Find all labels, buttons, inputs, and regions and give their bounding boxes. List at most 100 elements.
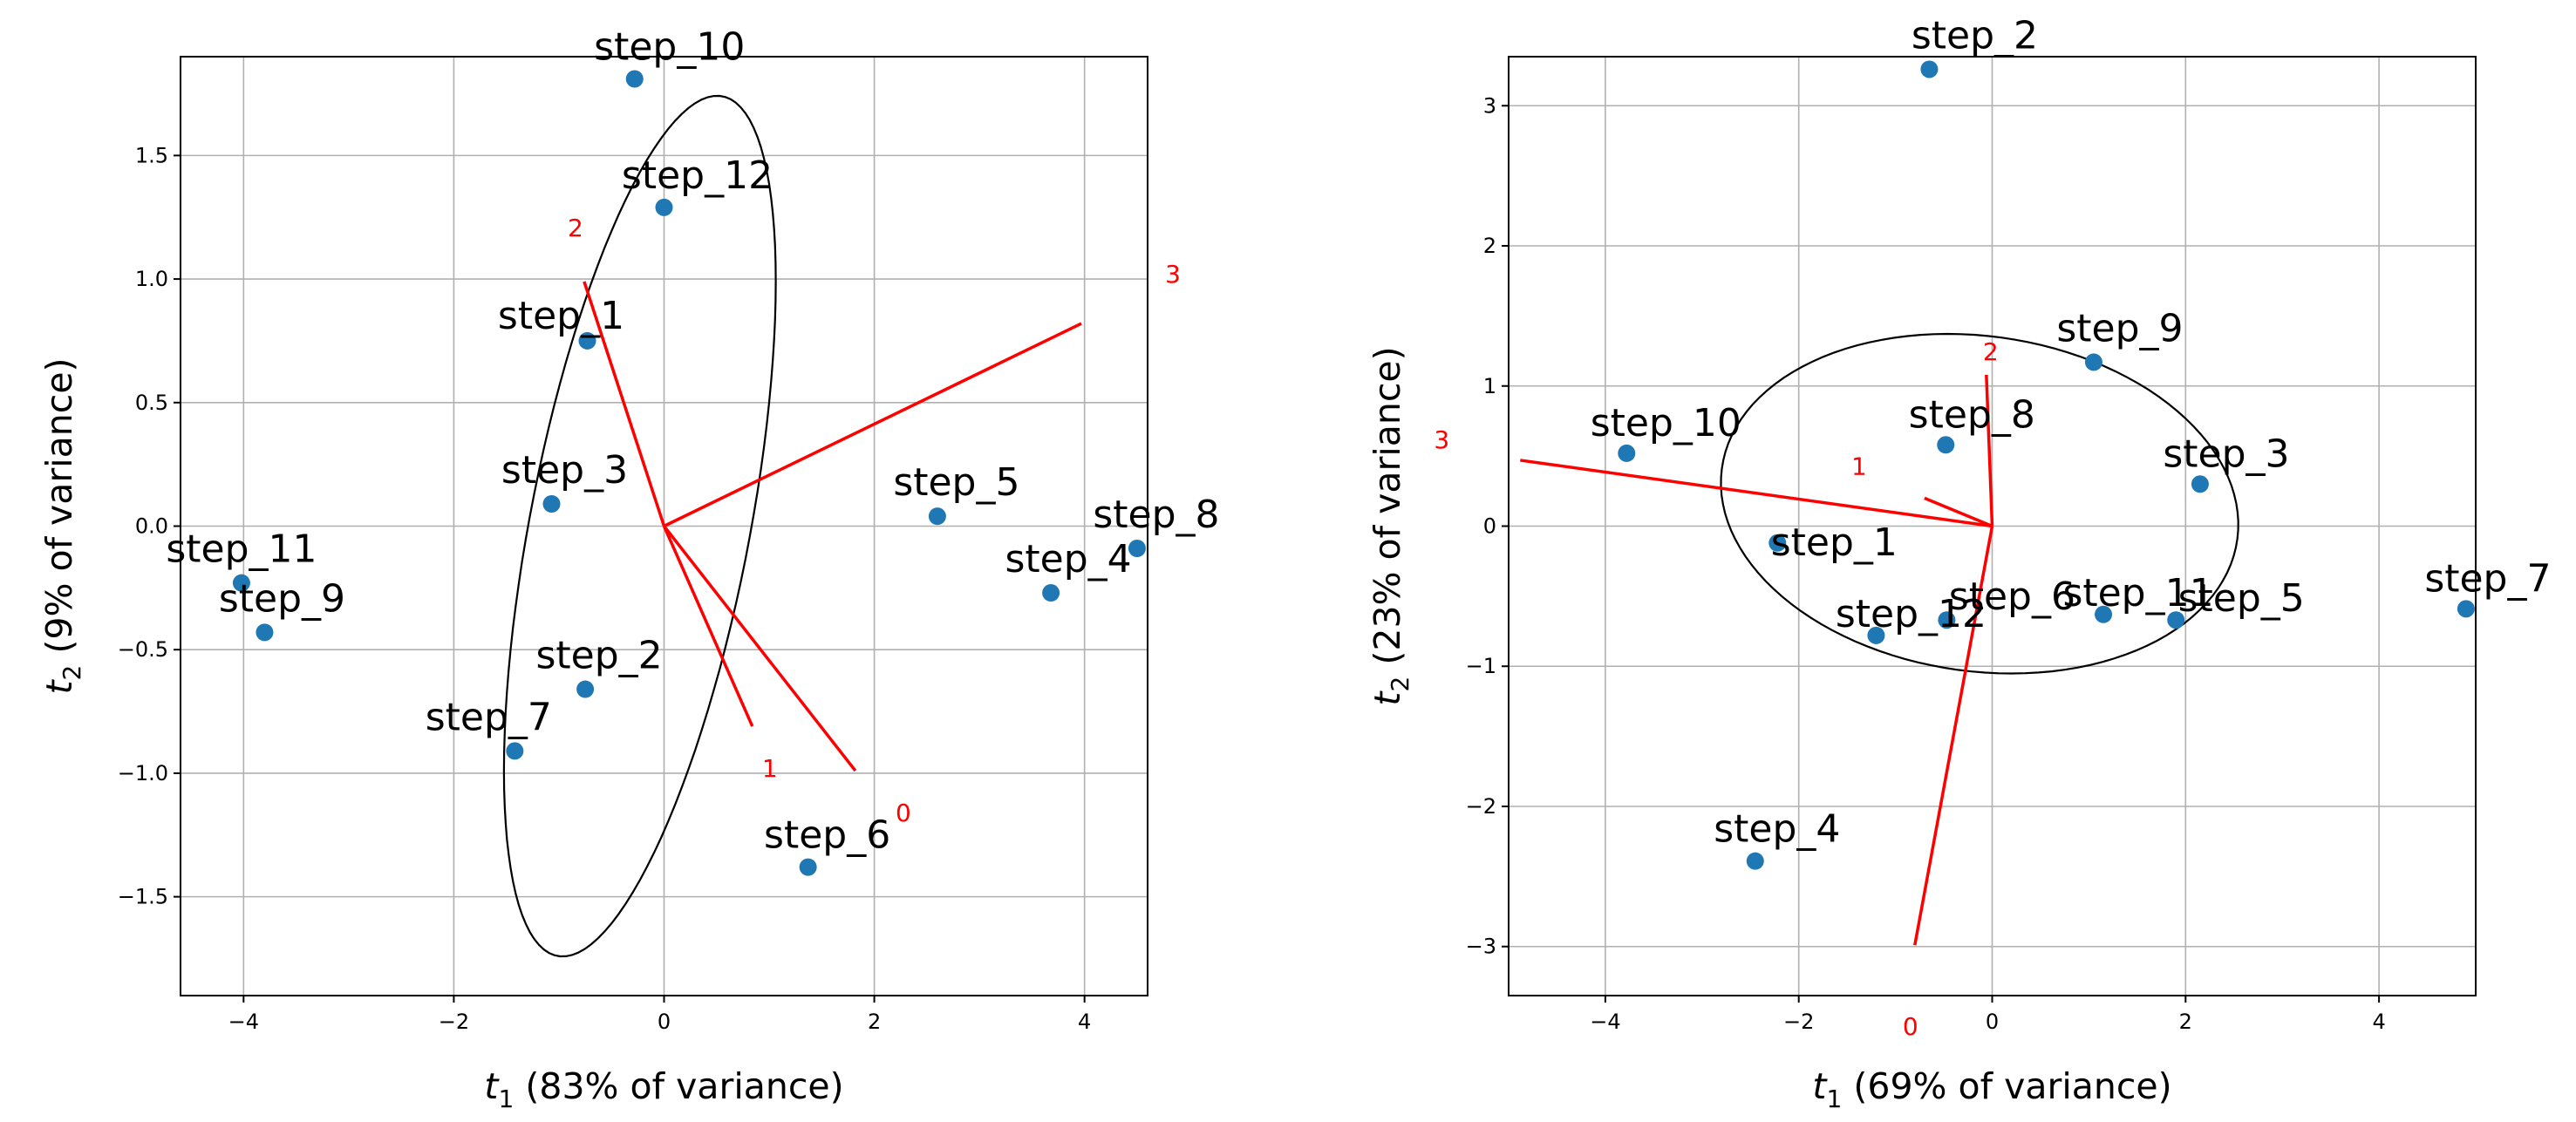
y-axis-label-subscript: 2	[1386, 677, 1414, 692]
point-label-step_9: step_9	[2056, 306, 2183, 350]
point-label-step_10: step_10	[1591, 401, 1741, 445]
data-point-step_9	[2084, 353, 2102, 371]
data-point-step_6	[1938, 611, 1956, 629]
y-tick-label: 0.0	[135, 514, 168, 539]
loading-vector-3	[663, 322, 1082, 528]
data-point-step_3	[2191, 475, 2209, 493]
data-point-step_9	[256, 623, 274, 642]
point-label-step_2: step_2	[1912, 13, 2038, 58]
data-point-step_1	[1768, 534, 1787, 552]
data-point-step_6	[799, 858, 817, 876]
y-axis-label-text: (23% of variance)	[1366, 346, 1408, 676]
point-label-step_5: step_5	[893, 460, 1019, 505]
right-scatter-panel: 0 1 2 3 step_2 step_9 step_10 step_8 step_3 step_…	[1366, 13, 2551, 1113]
data-point-step_8	[1128, 540, 1146, 558]
data-point-step_4	[1042, 584, 1060, 602]
y-tick-label: 0.5	[135, 391, 168, 415]
point-label-step_1: step_1	[498, 294, 624, 338]
loading-label-2: 2	[1983, 337, 1999, 366]
x-tick-label: −2	[1783, 1010, 1814, 1034]
y-axis-label: t2 (23% of variance)	[1366, 346, 1414, 705]
y-tick-label: −1	[1466, 654, 1496, 678]
y-tick-label: −2	[1466, 794, 1496, 819]
data-point-step_4	[1746, 852, 1764, 870]
y-tick-label: −1.0	[118, 761, 168, 785]
y-tick-label: 3	[1483, 93, 1496, 118]
y-tick-label: 1.5	[135, 143, 168, 167]
x-tick-label: 2	[2179, 1010, 2192, 1034]
data-point-step_2	[576, 680, 595, 698]
x-axis-label-symbol: t	[1812, 1065, 1828, 1107]
x-tick-label: 0	[658, 1010, 671, 1034]
confidence-ellipse	[502, 94, 777, 958]
point-label-step_9: step_9	[219, 576, 345, 621]
left-scatter-panel: 0 1 2 3 step_10 step_12 step_1 step_3 step_5step…	[38, 25, 1220, 1113]
data-point-step_2	[1920, 60, 1939, 78]
point-label-step_3: step_3	[501, 448, 628, 493]
y-tick-label: 2	[1483, 234, 1496, 258]
x-axis-label-text: (69% of variance)	[1842, 1065, 2171, 1107]
x-tick-label: −4	[1590, 1010, 1620, 1034]
x-tick-label: −2	[439, 1010, 469, 1034]
x-axis-label-text: (83% of variance)	[514, 1065, 843, 1107]
loading-label-3: 3	[1165, 260, 1181, 289]
x-tick-label: −4	[228, 1010, 259, 1034]
loading-vector-1	[662, 525, 754, 727]
point-label-step_7: step_7	[426, 695, 552, 739]
data-point-step_11	[2095, 605, 2113, 623]
point-label-step_5: step_5	[2178, 576, 2305, 621]
data-point-step_5	[928, 507, 946, 526]
loading-vector-2	[1985, 374, 1994, 527]
y-tick-label: −1.5	[118, 885, 168, 909]
y-axis-label-symbol: t	[38, 679, 80, 695]
x-axis-label-subscript: 1	[1827, 1085, 1843, 1113]
point-label-step_11: step_11	[2062, 571, 2213, 615]
data-point-step_10	[1618, 444, 1636, 462]
x-tick-label: 0	[1986, 1010, 1999, 1034]
y-axis-label-text: (9% of variance)	[38, 357, 80, 664]
y-tick-label: −0.5	[118, 637, 168, 662]
loading-vector-1	[1924, 496, 1993, 528]
y-tick-label: −3	[1466, 935, 1496, 959]
y-axis-label: t2 (9% of variance)	[38, 357, 86, 694]
y-tick-label: 0	[1483, 514, 1496, 539]
data-point-step_12	[655, 198, 673, 216]
y-axis-label-subscript: 2	[58, 665, 86, 681]
point-label-step_7: step_7	[2424, 556, 2551, 601]
data-point-step_5	[2167, 611, 2185, 629]
data-point-step_3	[542, 494, 561, 513]
point-label-step_8: step_8	[1909, 392, 2035, 437]
loading-vector-3	[1520, 459, 1993, 528]
loading-label-0: 0	[896, 799, 911, 827]
data-point-step_7	[506, 742, 524, 760]
point-label-step_8: step_8	[1093, 493, 1219, 537]
x-axis-label: t1 (69% of variance)	[1812, 1065, 2171, 1113]
point-label-step_12: step_12	[1836, 592, 1987, 636]
data-point-step_8	[1937, 436, 1955, 454]
x-tick-label: 4	[1078, 1010, 1091, 1034]
data-point-step_7	[2457, 600, 2475, 618]
x-tick-label: 2	[868, 1010, 881, 1034]
data-point-step_11	[232, 574, 250, 592]
y-tick-label: 1	[1483, 374, 1496, 398]
point-label-step_4: step_4	[1714, 807, 1840, 852]
loading-label-2: 2	[568, 214, 583, 242]
y-axis-label-symbol: t	[1366, 690, 1408, 706]
loading-label-3: 3	[1434, 425, 1449, 454]
loading-vector-0	[663, 525, 857, 772]
point-label-step_6: step_6	[1949, 575, 2075, 619]
loading-label-1: 1	[762, 754, 778, 783]
data-point-step_10	[625, 70, 644, 88]
loading-vector-0	[1913, 526, 1994, 946]
confidence-ellipse	[1720, 332, 2239, 675]
data-point-step_12	[1867, 626, 1885, 644]
point-label-step_2: step_2	[536, 634, 663, 678]
x-axis-label: t1 (83% of variance)	[484, 1065, 843, 1113]
x-tick-label: 4	[2372, 1010, 2385, 1034]
loading-label-1: 1	[1851, 452, 1867, 480]
point-label-step_6: step_6	[764, 813, 890, 858]
point-label-step_3: step_3	[2163, 432, 2289, 476]
point-label-step_4: step_4	[1005, 537, 1132, 581]
data-point-step_1	[578, 331, 596, 350]
